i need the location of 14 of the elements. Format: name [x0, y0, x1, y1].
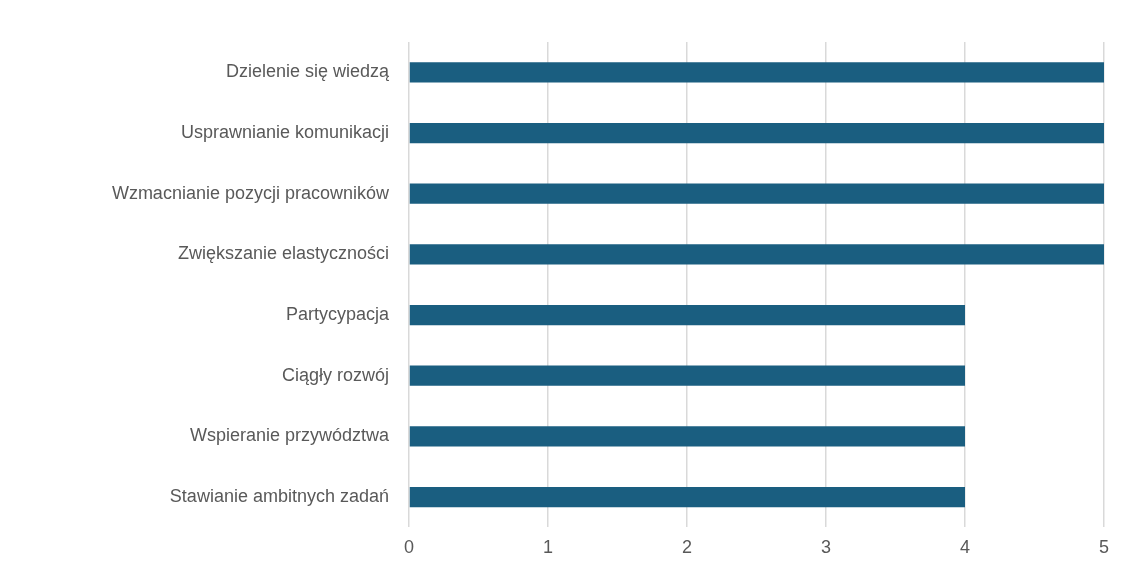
x-tick-label: 3: [820, 537, 832, 558]
y-tick-label: Wzmacnianie pozycji pracowników: [111, 182, 390, 203]
y-tick-label: Zwiększanie elastyczności: [177, 243, 389, 264]
x-tick-label: 1: [542, 537, 554, 558]
x-tick-label: 2: [681, 537, 693, 558]
y-tick-label: Wspieranie przywództwa: [189, 425, 390, 446]
x-tick-label: 4: [959, 537, 971, 558]
y-tick-label: Ciągły rozwój: [281, 364, 389, 385]
y-tick-label: Dzielenie się wiedzą: [225, 61, 390, 82]
y-tick-label: Partycypacja: [285, 304, 390, 325]
y-tick-label: Usprawnianie komunikacji: [180, 121, 389, 142]
x-tick-label: 0: [403, 537, 415, 558]
y-tick-label: Stawianie ambitnych zadań: [169, 486, 389, 507]
x-tick-label: 5: [1098, 537, 1110, 558]
